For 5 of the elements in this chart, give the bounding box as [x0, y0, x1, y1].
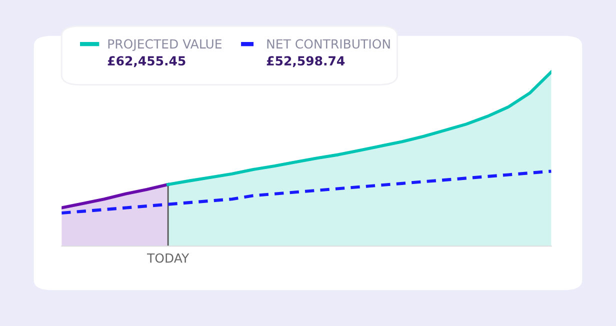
legend-label: NET CONTRIBUTION	[267, 39, 390, 49]
text: £52,598.74	[266, 56, 345, 68]
text: TODAY	[146, 253, 190, 263]
legend-label: PROJECTED VALUE	[108, 39, 222, 51]
text: £62,455.45	[108, 56, 186, 68]
